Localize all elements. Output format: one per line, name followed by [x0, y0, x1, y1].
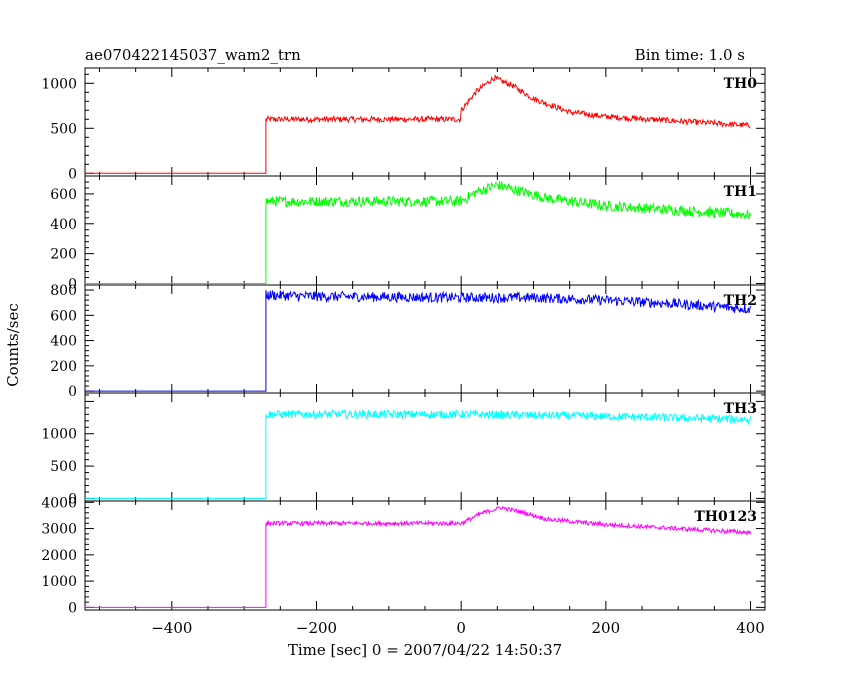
y-tick-label: 0: [68, 600, 77, 616]
series-th0: [85, 74, 751, 174]
y-axis-label: Counts/sec: [4, 303, 22, 387]
x-tick-labels: −400 −200 0 200 400: [151, 619, 765, 637]
panel-frame: [84, 500, 766, 611]
panel-name: TH0123: [694, 509, 757, 525]
panel-name: TH0: [724, 76, 758, 92]
bin-time-label: Bin time: 1.0 s: [635, 46, 745, 64]
y-tick-label: 1000: [41, 427, 77, 443]
y-tick-label: 200: [50, 247, 77, 263]
series-th0123: [85, 506, 751, 608]
y-tick-label: 200: [50, 359, 77, 375]
y-tick-label: 1000: [41, 574, 77, 590]
y-tick-label: 500: [50, 121, 77, 137]
panel-frame: [84, 392, 766, 502]
y-tick-label: 400: [50, 334, 77, 350]
x-tick-label: 0: [456, 619, 466, 637]
x-tick-label: −200: [296, 619, 337, 637]
panel-th1: 0 200 400 600 TH1: [50, 175, 766, 293]
y-tick-label: 500: [50, 459, 77, 475]
y-tick-label: 400: [50, 217, 77, 233]
panel-name: TH1: [724, 184, 757, 200]
chart-title: ae070422145037_wam2_trn: [85, 46, 301, 64]
panel-name: TH3: [724, 401, 757, 417]
y-tick-label: 2000: [41, 548, 77, 564]
y-tick-label: 600: [50, 308, 77, 324]
panel-th0123: 0 1000 2000 3000 4000 TH0123: [41, 495, 766, 616]
panel-th3: 0 500 1000 TH3: [41, 392, 766, 507]
y-tick-label: 600: [50, 187, 77, 203]
y-tick-label: 0: [68, 166, 77, 182]
x-tick-label: 400: [736, 619, 765, 637]
x-axis-label: Time [sec] 0 = 2007/04/22 14:50:37: [288, 641, 562, 659]
x-tick-label: 200: [592, 619, 621, 637]
panel-th2: 0 200 400 600 800 TH2: [50, 283, 766, 400]
panel-th0: 0 500 1000 TH0: [41, 67, 766, 182]
series-th3: [85, 408, 751, 499]
y-tick-label: 1000: [41, 76, 77, 92]
panel-frame: [84, 284, 766, 394]
y-tick-label: 800: [50, 283, 77, 299]
y-tick-label: 0: [68, 491, 77, 507]
series-th2: [85, 289, 751, 392]
x-tick-label: −400: [151, 619, 192, 637]
y-tick-label: 4000: [41, 495, 77, 511]
panel-name: TH2: [724, 293, 757, 309]
y-tick-label: 3000: [41, 522, 77, 538]
series-th1: [85, 181, 751, 284]
y-tick-label: 0: [68, 277, 77, 293]
panel-frame: [84, 175, 766, 286]
panels-group: 0 500 1000 TH0 0 200 400 600 TH1 0 200 400 600 800 TH2…: [41, 67, 766, 616]
y-tick-label: 0: [68, 384, 77, 400]
